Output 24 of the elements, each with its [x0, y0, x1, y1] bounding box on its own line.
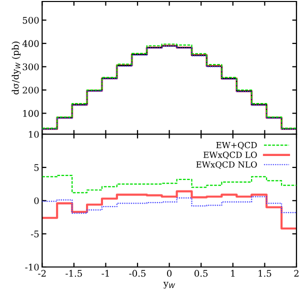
x-axis-title: y$_{W}$ [163, 282, 176, 289]
x-tick-label: -1 [102, 270, 109, 277]
y-tick-label: 500 [22, 16, 39, 24]
x-tick-label: -2 [38, 270, 46, 277]
x-tick-label: -0.5 [129, 270, 146, 277]
x-tick-label: 1 [231, 270, 234, 277]
y-tick-label: 0 [34, 197, 39, 204]
y-tick-label: -5 [30, 230, 39, 238]
x-tick-label: 2 [294, 270, 298, 277]
y-tick-label: 200 [22, 86, 39, 94]
x-tick-label: -1.5 [66, 270, 82, 277]
y-tick-label: 10 [28, 130, 39, 138]
y-axis-title: dσ/dy$_{W}$ (pb) [12, 42, 21, 94]
y-tick-label: 100 [23, 110, 39, 117]
y-tick-label: 300 [22, 63, 39, 70]
x-tick-label: 1.5 [258, 270, 272, 277]
y-tick-label: 400 [22, 40, 39, 47]
y-tick-label: -10 [25, 264, 39, 271]
legend-label: EWxQCD LO [204, 152, 257, 160]
x-tick-label: 0.5 [194, 270, 208, 277]
legend-label: EWxQCD NLO [196, 161, 257, 169]
legend-label: EW+QCD [216, 142, 257, 150]
y-tick-label: 5 [34, 164, 39, 171]
x-tick-label: 0 [167, 270, 172, 277]
